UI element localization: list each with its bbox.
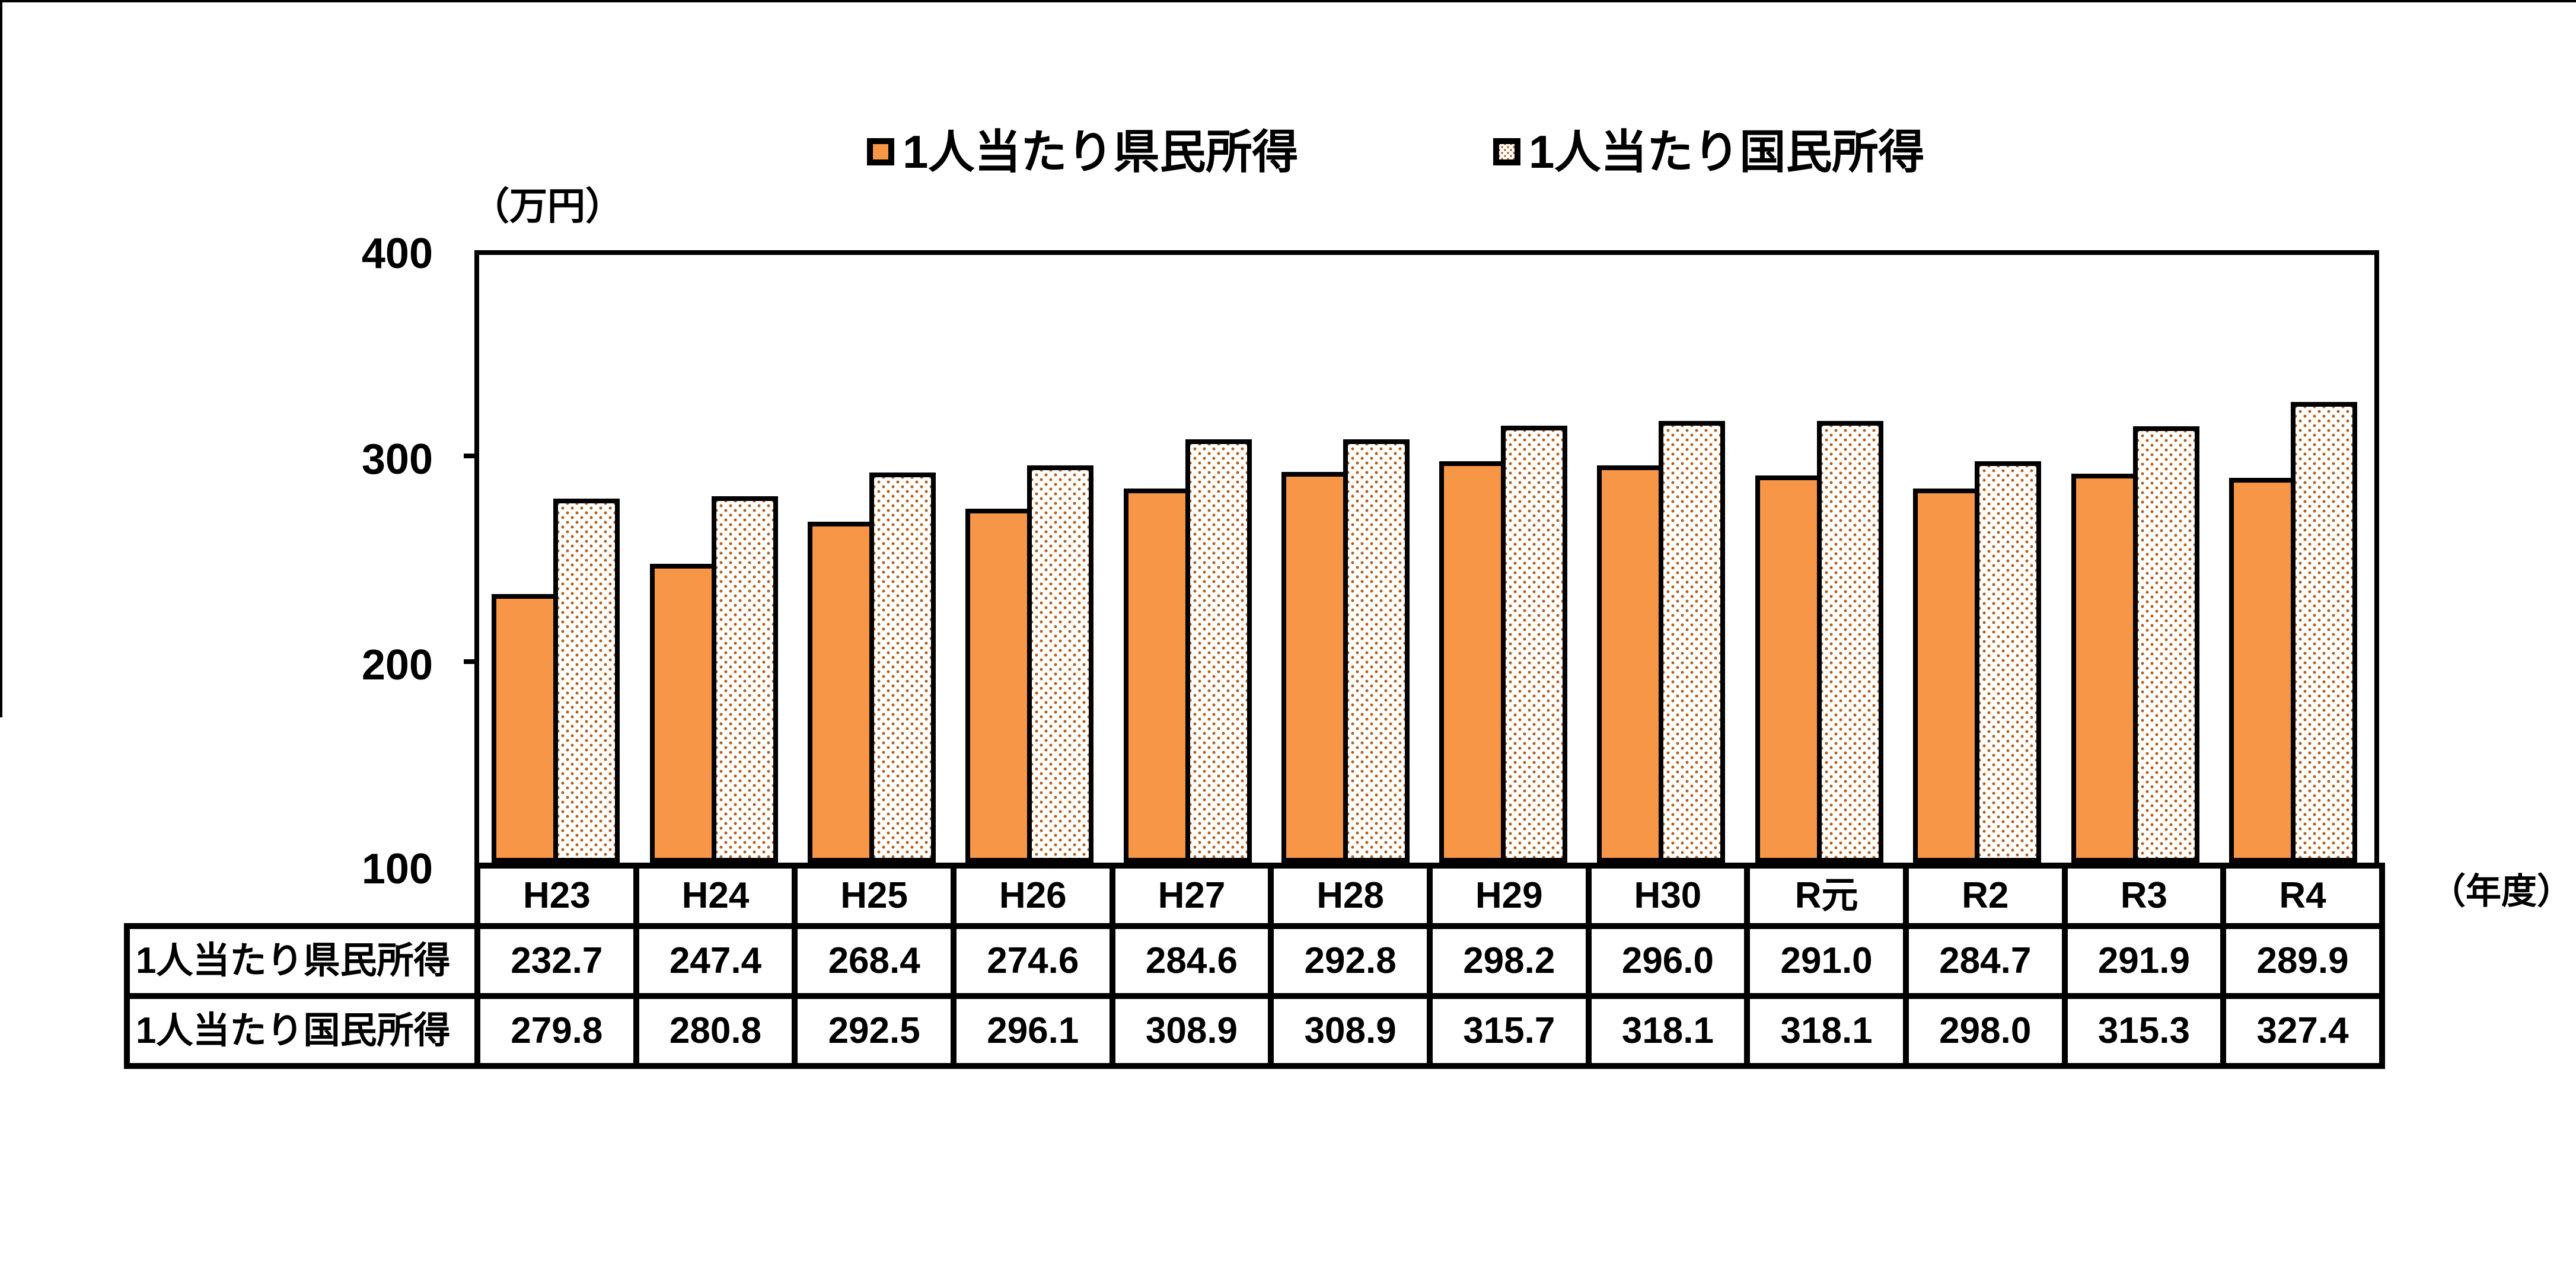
bar-prefectural-R4 (2229, 478, 2296, 863)
table-cell: 318.1 (1744, 993, 1909, 1069)
bar-national-H24 (712, 496, 778, 863)
category-label-10: R2 (1902, 863, 2068, 929)
category-label-4: H26 (950, 863, 1115, 929)
bar-national-H29 (1501, 426, 1567, 863)
table-cell: 291.9 (2061, 923, 2227, 999)
table-row: 1人当たり県民所得 232.7 247.4 268.4 274.6 284.6 292.8 2… (124, 923, 2385, 999)
frame-line-left (0, 0, 2, 717)
category-label-9: R元 (1744, 863, 1909, 929)
legend-label-prefectural: 1人当たり県民所得 (903, 126, 1299, 178)
legend-label-national: 1人当たり国民所得 (1529, 126, 1925, 178)
table-cell: 291.0 (1744, 923, 1909, 999)
bar-prefectural-H30 (1597, 465, 1663, 863)
table-cell: 284.6 (1109, 923, 1274, 999)
legend-item-prefectural-income: 1人当たり県民所得 (867, 116, 1298, 187)
table-row: 1人当たり国民所得 279.8 280.8 292.5 296.1 308.9 308.9 3… (124, 993, 2385, 1069)
category-label-5: H27 (1109, 863, 1274, 929)
bar-national-R元 (1817, 421, 1883, 863)
bar-national-R3 (2133, 426, 2199, 863)
y-tick-label-200: 200 (361, 641, 433, 689)
category-label-11: R3 (2061, 863, 2227, 929)
bar-national-R4 (2291, 402, 2357, 863)
table-cell: 232.7 (474, 923, 639, 999)
table-cell: 280.8 (633, 993, 798, 1069)
table-cell: 298.0 (1902, 993, 2068, 1069)
table-cell: 292.8 (1268, 923, 1433, 999)
y-tick-label-300: 300 (361, 436, 433, 483)
category-label-3: H25 (792, 863, 957, 929)
bar-national-H26 (1027, 465, 1093, 863)
legend-swatch-prefectural-icon (867, 138, 894, 165)
table-cell: 289.9 (2220, 923, 2385, 999)
legend-item-national-income: 1人当たり国民所得 (1493, 116, 1924, 187)
data-table: H23 H24 H25 H26 H27 H28 H29 H30 R元 R2 R3 R4 1人当たり県民所… (124, 863, 2385, 1069)
bar-prefectural-H25 (808, 522, 874, 863)
bar-national-H25 (869, 473, 936, 863)
bar-national-H23 (553, 499, 620, 863)
y-tick-label-400: 400 (361, 230, 433, 277)
category-label-row: H23 H24 H25 H26 H27 H28 H29 H30 R元 R2 R3 R4 (127, 863, 2385, 929)
category-label-2: H24 (633, 863, 798, 929)
row-label-national: 1人当たり国民所得 (124, 993, 480, 1069)
y-tick-label-100: 100 (361, 845, 433, 893)
legend-swatch-national-icon (1493, 138, 1520, 165)
bar-prefectural-R2 (1913, 489, 1979, 863)
plot-area (474, 250, 2379, 867)
category-label-1: H23 (474, 863, 639, 929)
table-cell: 315.3 (2061, 993, 2227, 1069)
bar-national-H27 (1185, 439, 1252, 863)
table-cell: 298.2 (1426, 923, 1592, 999)
y-axis-unit-label: （万円） (471, 185, 623, 228)
category-label-7: H29 (1426, 863, 1592, 929)
table-corner-blank-cell (127, 866, 477, 926)
table-cell: 308.9 (1109, 993, 1274, 1069)
category-label-12: R4 (2220, 863, 2385, 929)
table-cell: 296.1 (950, 993, 1115, 1069)
table-cell: 327.4 (2220, 993, 2385, 1069)
table-cell: 279.8 (474, 993, 639, 1069)
category-label-6: H28 (1268, 863, 1433, 929)
table-cell: 315.7 (1426, 993, 1592, 1069)
bar-prefectural-H29 (1439, 461, 1506, 863)
table-cell: 274.6 (950, 923, 1115, 999)
frame-line-top (0, 0, 2576, 2)
category-label-8: H30 (1585, 863, 1751, 929)
bar-prefectural-H28 (1281, 472, 1348, 863)
bar-prefectural-H23 (492, 594, 558, 863)
bar-national-H28 (1343, 439, 1410, 863)
bar-national-H30 (1659, 421, 1725, 863)
table-cell: 308.9 (1268, 993, 1433, 1069)
table-cell: 292.5 (792, 993, 957, 1069)
bar-prefectural-H24 (650, 564, 716, 863)
bar-national-R2 (1975, 461, 2041, 863)
table-cell: 296.0 (1585, 923, 1751, 999)
x-axis-unit-label: （年度） (2430, 872, 2572, 911)
table-cell: 247.4 (633, 923, 798, 999)
table-cell: 284.7 (1902, 923, 2068, 999)
bar-prefectural-H26 (965, 509, 1032, 863)
bar-prefectural-R元 (1755, 475, 1822, 863)
row-label-prefectural: 1人当たり県民所得 (124, 923, 480, 999)
table-cell: 268.4 (792, 923, 957, 999)
bar-prefectural-H27 (1124, 489, 1190, 863)
table-cell: 318.1 (1585, 993, 1751, 1069)
bar-prefectural-R3 (2071, 474, 2138, 863)
